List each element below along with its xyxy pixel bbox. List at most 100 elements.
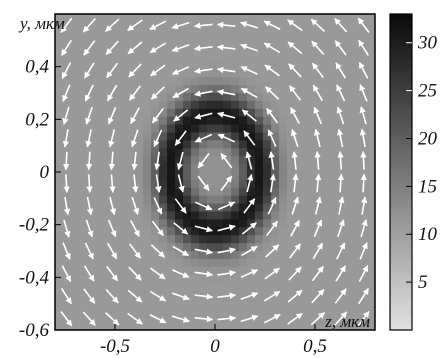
vector-arrow [311,288,325,304]
vector-arrow [220,152,233,169]
heatmap-cell [55,211,64,220]
heatmap-cell [127,85,136,94]
heatmap-cell [175,77,184,86]
heatmap-cell [191,156,200,165]
vector-arrow [194,90,213,97]
heatmap-cell [143,195,152,205]
heatmap-cell [223,140,232,149]
heatmap-cell [71,195,80,205]
colorbar-segment [390,179,412,185]
heatmap-cell [231,195,240,205]
heatmap-cell [335,211,344,220]
heatmap-cell [327,314,336,323]
heatmap-cell [151,298,160,307]
heatmap-cell [335,235,344,244]
heatmap-cell [271,235,280,244]
heatmap-cell [327,14,336,23]
heatmap-cell [367,45,375,55]
heatmap-cell [175,37,184,47]
heatmap-cell [143,266,152,276]
heatmap-cell [71,211,80,220]
colorbar-segment [390,231,412,236]
heatmap-cell [327,251,336,260]
heatmap-cell [303,45,312,55]
heatmap-cell [231,148,240,157]
heatmap-cell [239,314,248,323]
vector-arrow [63,196,71,216]
heatmap-cell [327,148,336,157]
heatmap-cell [287,187,296,197]
heatmap-cell [351,235,360,244]
vector-arrow [336,242,346,260]
heatmap-cell [95,148,104,157]
heatmap-cell [135,266,144,276]
heatmap-cell [215,61,224,70]
heatmap-cell [159,306,168,315]
vector-arrow [313,128,321,148]
heatmap-cell [95,164,104,173]
heatmap-cell [199,258,208,268]
heatmap-cell [119,124,128,134]
heatmap-cell [159,85,168,94]
heatmap-cell [231,37,240,47]
heatmap-cell [279,227,288,236]
colorbar-segment [390,104,412,110]
heatmap-cell [255,85,264,94]
colorbar-segment [390,57,412,62]
heatmap-cell [351,148,360,157]
y-tick-label: -0,2 [19,215,50,236]
heatmap-cell [295,45,304,55]
colorbar-tick-label: 25 [418,81,437,102]
y-tick-label: 0,2 [25,109,49,130]
colorbar-segment [390,203,412,209]
heatmap-cell [287,164,296,173]
heatmap-cell [311,140,320,149]
heatmap-cell [127,179,136,189]
heatmap-cell [191,195,200,205]
heatmap-cell [255,93,264,102]
heatmap-cell [63,21,72,31]
heatmap-cell [295,140,304,149]
heatmap-cell [199,132,208,141]
colorbar-segment [390,132,412,138]
heatmap-cell [367,140,375,149]
heatmap-cell [231,298,240,307]
heatmap-cell [63,37,72,47]
heatmap-cell [255,14,264,23]
colorbar-segment [390,211,412,217]
vector-arrow [240,314,259,323]
heatmap-cell [215,235,224,244]
heatmap-cell [343,235,352,244]
heatmap-cell [255,69,264,78]
heatmap-cell [119,164,128,173]
heatmap-cell [367,219,375,228]
heatmap-cell [287,235,296,244]
heatmap-cell [63,14,72,23]
heatmap-cell [215,29,224,39]
heatmap-cell [335,290,344,299]
heatmap-cell [191,100,200,110]
heatmap-cell [239,227,248,236]
heatmap-cell [271,211,280,220]
heatmap-cell [207,219,216,228]
heatmap-cell [231,93,240,102]
heatmap-cell [167,45,176,55]
vector-arrow [358,287,370,305]
vector-arrow [313,219,323,238]
heatmap-cell [63,266,72,276]
heatmap-cell [279,243,288,252]
heatmap-cell [255,314,264,323]
heatmap-cell [135,195,144,205]
heatmap-cell [159,219,168,228]
heatmap-cell [199,53,208,62]
heatmap-cell [279,93,288,102]
heatmap-cell [119,219,128,228]
heatmap-cell [55,172,64,181]
colorbar-segment [390,136,412,141]
heatmap-cell [335,45,344,55]
heatmap-cell [55,227,64,236]
heatmap-cell [255,266,264,276]
heatmap-cell [87,29,96,39]
vector-arrow [85,151,93,171]
heatmap-cell [95,45,104,55]
